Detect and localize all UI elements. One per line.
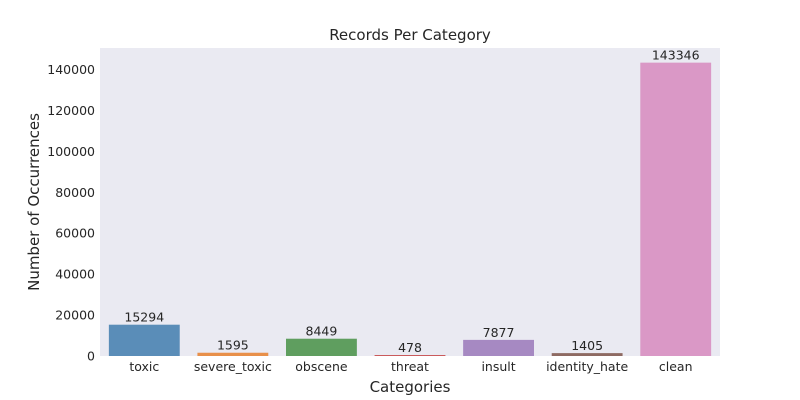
plot-area (100, 48, 720, 356)
chart-title: Records Per Category (329, 26, 491, 44)
y-tick-label-100000: 100000 (47, 144, 95, 159)
bar-severe-toxic (197, 352, 269, 356)
y-tick-label-120000: 120000 (47, 103, 95, 118)
data-label-obscene: 8449 (306, 324, 338, 339)
data-label-identity-hate: 1405 (571, 338, 603, 353)
y-axis-label: Number of Occurrences (25, 113, 43, 291)
data-label-threat: 478 (398, 340, 422, 355)
bar-insult (463, 339, 534, 356)
bar-identity-hate (551, 353, 623, 356)
bar-toxic (108, 324, 180, 356)
y-tick-label-140000: 140000 (47, 62, 95, 77)
bar-clean (640, 62, 712, 357)
y-tick-label-40000: 40000 (55, 267, 95, 282)
bars-group (108, 62, 712, 357)
y-tick-label-0: 0 (87, 349, 95, 364)
x-tick-label-toxic: toxic (129, 359, 159, 374)
bar-obscene (286, 338, 357, 356)
data-label-toxic: 15294 (124, 310, 164, 325)
data-label-severe-toxic: 1595 (217, 338, 249, 353)
x-tick-label-clean: clean (659, 359, 693, 374)
bar-threat (374, 355, 446, 356)
y-axis-ticks: 0 20000 40000 60000 80000 100000 120000 140000 (47, 62, 95, 364)
x-tick-label-threat: threat (391, 359, 429, 374)
data-label-clean: 143346 (652, 48, 700, 63)
y-tick-label-20000: 20000 (55, 308, 95, 323)
x-axis-ticks: toxic severe_toxic obscene threat insult iden… (129, 359, 692, 374)
x-tick-label-insult: insult (481, 359, 515, 374)
x-tick-label-obscene: obscene (295, 359, 348, 374)
y-tick-label-60000: 60000 (55, 226, 95, 241)
y-tick-label-80000: 80000 (55, 185, 95, 200)
x-tick-label-identity-hate: identity_hate (546, 359, 628, 374)
x-tick-label-severe-toxic: severe_toxic (194, 359, 272, 374)
data-labels-group: 15294 1595 8449 478 7877 1405 143346 (124, 48, 699, 355)
data-label-insult: 7877 (483, 325, 515, 340)
x-axis-label: Categories (370, 378, 451, 396)
